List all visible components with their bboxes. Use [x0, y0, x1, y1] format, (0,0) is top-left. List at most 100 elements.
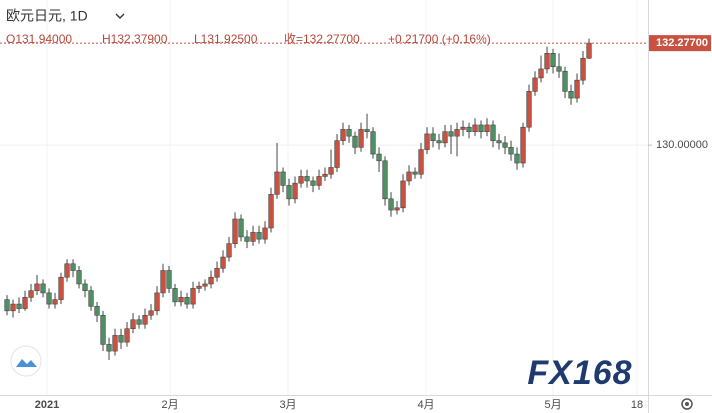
- candle-body: [244, 236, 250, 242]
- candle-body: [154, 292, 160, 312]
- candle-body: [544, 52, 550, 70]
- candle-body: [250, 232, 256, 242]
- candle-body: [466, 126, 472, 132]
- candle-body: [298, 176, 304, 184]
- candle-body: [178, 297, 184, 303]
- candle-body: [130, 319, 136, 330]
- last-price-label: 132.27700: [656, 37, 708, 49]
- candle-body: [370, 131, 376, 155]
- candle-body: [52, 299, 58, 305]
- candle-body: [346, 129, 352, 137]
- candle-body: [280, 171, 286, 186]
- candle-body: [262, 227, 268, 240]
- candle-body: [88, 290, 94, 307]
- candle-body: [142, 314, 148, 325]
- plot-area: [0, 0, 648, 395]
- candle-body: [490, 124, 496, 141]
- candle-body: [472, 124, 478, 132]
- candle-body: [190, 288, 196, 305]
- candle-body: [508, 147, 514, 155]
- ohlc-value: H132.37900: [102, 32, 168, 46]
- candle-body: [460, 126, 466, 130]
- candle-body: [10, 303, 16, 312]
- candle-body: [76, 270, 82, 285]
- candle-body: [406, 171, 412, 182]
- candle-body: [364, 129, 370, 132]
- candle-body: [424, 133, 430, 150]
- candle-body: [112, 335, 118, 352]
- candle-body: [256, 232, 262, 240]
- ohlc-value: +0.21700 (+0.16%): [388, 32, 491, 46]
- candle-body: [160, 270, 166, 294]
- candle-body: [232, 218, 238, 244]
- candle-body: [196, 285, 202, 289]
- candle-body: [124, 328, 130, 343]
- candle-body: [226, 243, 232, 258]
- candle-body: [412, 171, 418, 175]
- candle-body: [376, 153, 382, 162]
- candle-body: [478, 124, 484, 132]
- candle-body: [520, 126, 526, 164]
- candle-body: [400, 180, 406, 209]
- candle-body: [358, 129, 364, 148]
- watermark: FX168: [527, 354, 632, 392]
- ohlc-value: 收=132.27700: [284, 32, 360, 46]
- candle-body: [28, 290, 34, 298]
- candle-body: [532, 77, 538, 92]
- x-tick-label: 3月: [279, 399, 296, 411]
- candle-body: [454, 129, 460, 137]
- candle-body: [166, 270, 172, 289]
- candle-body: [292, 182, 298, 200]
- last-price-box: [649, 35, 711, 52]
- candle-body: [328, 167, 334, 175]
- candle-body: [148, 310, 154, 316]
- candle-body: [538, 68, 544, 79]
- candle-body: [562, 70, 568, 92]
- ohlc-value: L131.92500: [194, 32, 258, 46]
- candle-body: [502, 142, 508, 148]
- ohlc-value: O131.94000: [6, 32, 72, 46]
- candle-body: [322, 173, 328, 177]
- candle-body: [304, 176, 310, 182]
- candle-body: [556, 66, 562, 72]
- candle-body: [388, 198, 394, 211]
- cloud-icon[interactable]: [10, 345, 42, 377]
- candle-body: [550, 52, 556, 68]
- candle-body: [430, 133, 436, 141]
- candle-body: [208, 276, 214, 285]
- x-tick-label: 4月: [417, 399, 434, 411]
- candle-body: [352, 135, 358, 148]
- candle-body: [64, 263, 70, 278]
- candle-body: [184, 297, 190, 305]
- settings-icon[interactable]: [681, 398, 693, 410]
- candle-body: [526, 91, 532, 128]
- candle-body: [268, 194, 274, 229]
- candle-body: [4, 299, 10, 312]
- candle-body: [34, 283, 40, 291]
- candle-body: [436, 140, 442, 144]
- candle-body: [274, 171, 280, 195]
- candle-body: [586, 42, 592, 59]
- candle-body: [568, 91, 574, 99]
- candle-body: [484, 124, 490, 132]
- candle-body: [46, 292, 52, 305]
- candle-body: [40, 283, 46, 294]
- candle-body: [106, 344, 112, 352]
- candle-body: [310, 180, 316, 186]
- candle-body: [70, 263, 76, 271]
- interval-chevron[interactable]: [115, 13, 125, 19]
- candle-body: [118, 335, 124, 343]
- candle-body: [496, 140, 502, 144]
- candle-body: [394, 207, 400, 211]
- candle-body: [286, 185, 292, 200]
- candle-body: [136, 319, 142, 325]
- x-tick-label: 5月: [544, 399, 561, 411]
- symbol-title[interactable]: 欧元日元, 1D: [6, 8, 88, 24]
- candle-body: [340, 129, 346, 141]
- x-tick-label: 18: [631, 399, 643, 411]
- candle-body: [316, 176, 322, 186]
- candle-body: [82, 283, 88, 291]
- candle-body: [202, 283, 208, 287]
